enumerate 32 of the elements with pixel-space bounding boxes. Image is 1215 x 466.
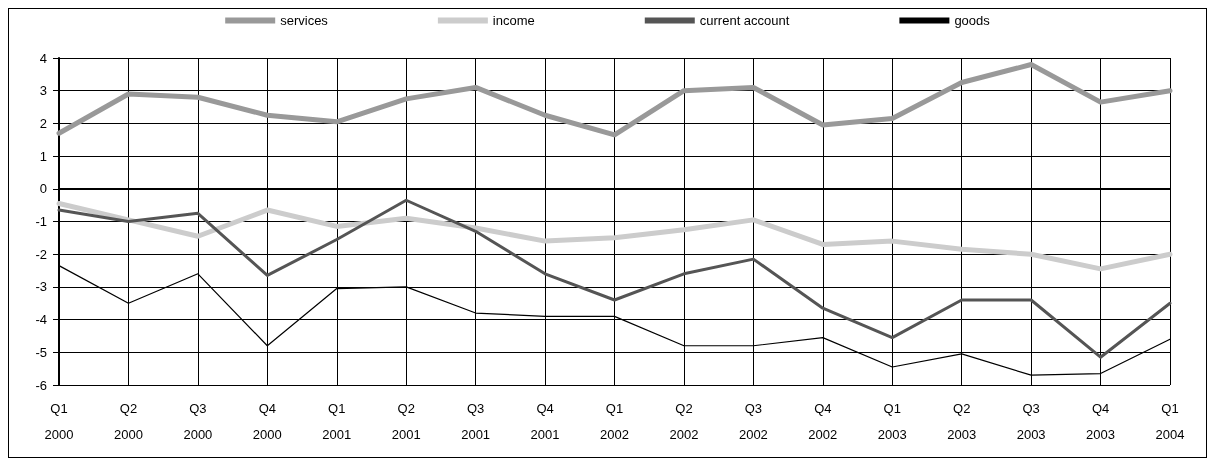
y-tick-label: -4 [35,312,47,328]
x-tick-label: Q3 2002 [738,400,768,442]
x-tick-label: Q1 2001 [322,400,352,442]
x-tick-label: Q3 2003 [1016,400,1046,442]
x-tick-label: Q1 2000 [44,400,74,442]
x-tick-label: Q1 2002 [600,400,629,442]
y-tick-label: 3 [39,83,47,99]
x-tick-label: Q1 2004 [1155,400,1185,442]
x-tick-label: Q2 2000 [113,400,143,442]
legend-label: services [280,13,329,28]
y-tick-label: -3 [35,279,47,295]
y-tick-label: -1 [35,214,47,229]
x-tick-label: Q2 2003 [947,400,977,442]
x-tick-label: Q4 2001 [530,400,560,442]
y-tick-label: -5 [35,344,47,360]
x-tick-label: Q4 2002 [808,400,838,442]
x-tick-label: Q3 2001 [461,400,491,442]
legend-label: current account [699,13,790,28]
y-tick-label: -2 [35,246,47,262]
x-tick-label: Q4 2000 [252,400,282,442]
y-tick-label: 4 [39,50,47,66]
legend-label: goods [954,13,991,28]
x-tick-label: Q2 2001 [391,400,421,442]
x-tick-label: Q1 2003 [877,400,907,442]
y-tick-label: 2 [39,115,47,131]
x-tick-label: Q4 2003 [1086,400,1116,442]
legend-label: income [492,13,535,28]
y-tick-label: 0 [39,181,47,197]
y-tick-label: 1 [39,148,47,164]
x-tick-label: Q3 2000 [183,400,213,442]
y-tick-label: -6 [35,377,47,393]
x-tick-label: Q2 2002 [669,400,699,442]
